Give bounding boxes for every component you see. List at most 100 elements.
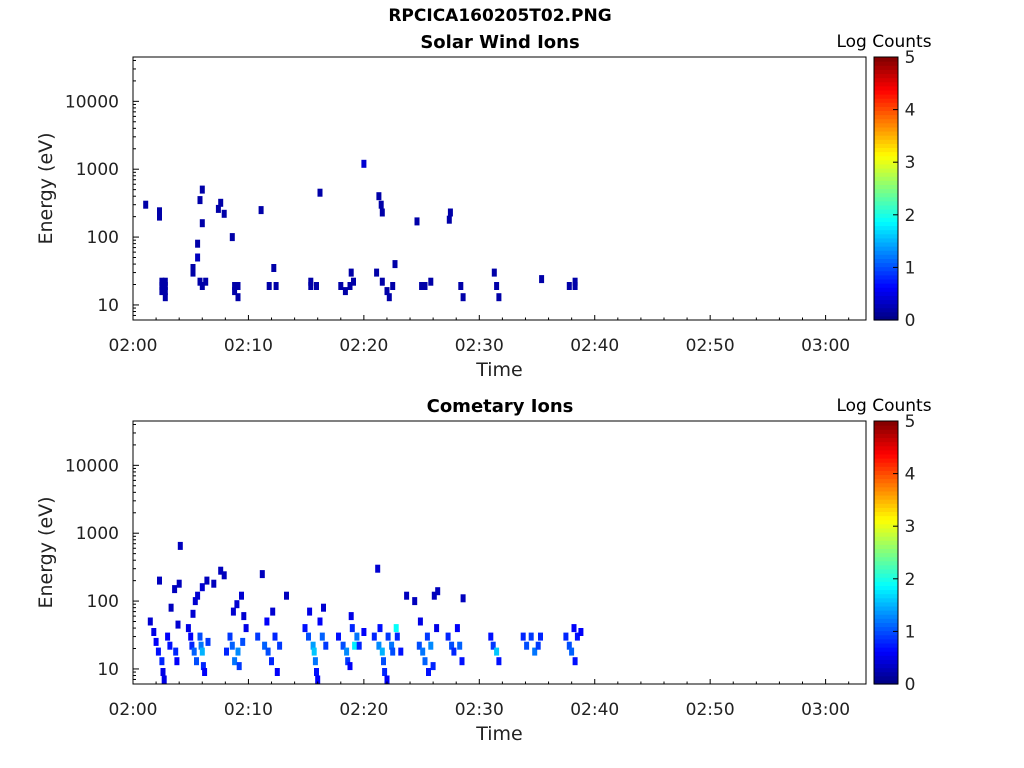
data-cell — [218, 198, 224, 207]
data-cell — [235, 282, 241, 290]
x-tick-label: 02:10 — [224, 336, 273, 356]
colorbar-segment — [874, 659, 898, 665]
colorbar-segment — [874, 241, 898, 247]
colorbar-segment — [874, 556, 898, 562]
data-cell — [302, 624, 308, 633]
y-axis-label: Energy (eV) — [35, 132, 57, 244]
data-cell — [241, 612, 247, 621]
colorbar-segment — [874, 114, 898, 120]
colorbar-segment — [874, 209, 898, 214]
data-cell — [236, 662, 242, 671]
data-cell — [392, 260, 398, 269]
data-cell — [258, 206, 264, 215]
colorbar-segment — [874, 421, 898, 426]
colorbar-segment — [874, 270, 898, 276]
data-cell — [454, 624, 460, 633]
colorbar-segment — [874, 73, 898, 79]
data-cell — [348, 612, 354, 621]
colorbar-frame — [873, 420, 899, 685]
colorbar-segment — [874, 618, 898, 623]
x-tick-label: 03:00 — [801, 336, 850, 356]
data-cell — [572, 282, 578, 290]
colorbar-segment — [874, 295, 898, 301]
colorbar-segment — [874, 577, 898, 582]
data-cell — [431, 591, 437, 600]
y-tick-label: 100 — [87, 592, 119, 612]
colorbar-segment — [874, 626, 898, 632]
data-cell — [151, 628, 157, 636]
colorbar-segment — [874, 453, 898, 459]
data-cell — [321, 603, 326, 612]
data-cell — [426, 668, 431, 676]
colorbar-segment — [874, 470, 898, 476]
colorbar-segment — [874, 254, 898, 259]
data-cell — [189, 641, 195, 650]
colorbar-segment — [874, 589, 898, 595]
data-cell — [199, 282, 205, 290]
data-cell — [229, 641, 235, 650]
colorbar-segment — [874, 593, 898, 599]
colorbar-segment — [874, 548, 898, 554]
data-cell — [424, 632, 430, 641]
data-cell — [390, 282, 396, 290]
colorbar-segment — [874, 110, 898, 116]
data-cell — [195, 591, 201, 600]
data-cell — [168, 603, 174, 612]
y-tick-label: 1000 — [76, 160, 119, 180]
colorbar-segment — [874, 466, 898, 471]
data-cell — [398, 647, 404, 656]
data-cell — [306, 632, 311, 641]
data-cell — [336, 632, 341, 641]
colorbar-tick-label: 1 — [905, 622, 916, 642]
data-cell — [147, 617, 153, 626]
data-cell — [574, 632, 580, 641]
data-cell — [528, 632, 534, 641]
colorbar-tick-label: 1 — [905, 258, 916, 278]
data-cell — [194, 657, 199, 666]
x-tick-label: 02:00 — [109, 336, 158, 356]
colorbar-segment — [874, 441, 898, 447]
data-cell — [191, 647, 197, 656]
colorbar-segment — [874, 540, 898, 545]
colorbar-segment — [874, 106, 898, 112]
data-cell — [494, 647, 500, 656]
colorbar-tick-label: 5 — [905, 48, 916, 68]
colorbar-segment — [874, 507, 898, 513]
x-tick-label: 02:30 — [455, 336, 504, 356]
data-cell — [230, 607, 236, 616]
data-cell — [159, 657, 165, 666]
data-cell — [566, 282, 572, 290]
data-cell — [435, 587, 441, 596]
data-cell — [190, 268, 196, 277]
colorbar-segment — [874, 299, 898, 305]
colorbar-segment — [874, 307, 898, 313]
colorbar-segment — [874, 303, 898, 309]
data-cell — [446, 215, 452, 224]
data-cell — [390, 647, 396, 656]
data-cell — [340, 641, 346, 650]
data-cell — [215, 204, 221, 213]
data-cell — [199, 583, 205, 592]
colorbar-segment — [874, 601, 898, 607]
colorbar-segment — [874, 266, 898, 272]
data-cell — [538, 632, 543, 641]
data-cell — [381, 657, 386, 666]
data-cell — [349, 624, 355, 633]
data-cell — [371, 632, 377, 641]
data-cell — [571, 624, 577, 633]
data-cell — [175, 620, 181, 629]
data-cell — [315, 675, 321, 684]
data-cell — [211, 579, 217, 588]
colorbar-segment — [874, 278, 898, 284]
colorbar-segment — [874, 89, 898, 95]
data-cell — [319, 632, 325, 641]
data-cell — [445, 632, 451, 641]
data-cell — [376, 192, 382, 201]
colorbar-segment — [874, 258, 898, 264]
data-cell — [308, 277, 314, 286]
colorbar-segment — [874, 437, 898, 443]
data-cell — [192, 597, 198, 606]
data-cell — [496, 293, 502, 302]
x-tick-label: 02:20 — [339, 700, 388, 720]
colorbar-segment — [874, 184, 898, 190]
